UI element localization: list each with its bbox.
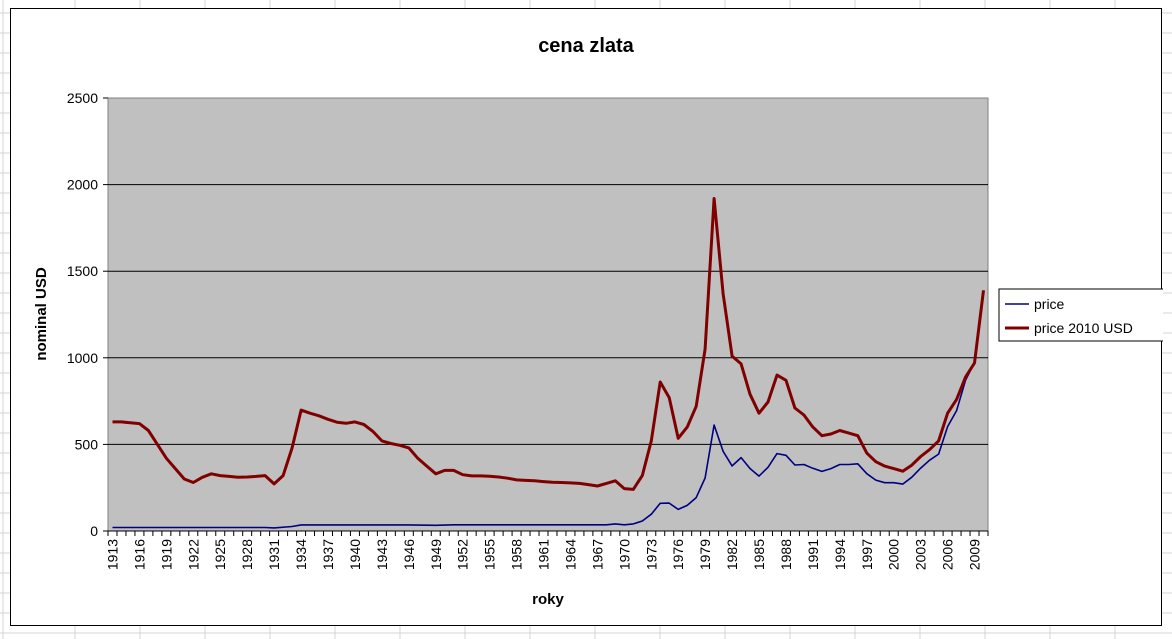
x-tick-label: 1997 [859,539,875,570]
x-tick-label: 1988 [778,539,794,570]
y-tick-label: 2000 [67,177,98,193]
x-tick-label: 2006 [940,539,956,570]
x-tick-label: 1991 [805,539,821,570]
legend[interactable]: price price 2010 USD [998,288,1163,342]
x-tick-label: 1913 [104,539,120,570]
legend-label: price 2010 USD [1034,320,1133,336]
y-axis-title: nominal USD [33,267,50,361]
x-tick-label: 1934 [293,539,309,570]
x-tick-label: 1925 [212,539,228,570]
x-tick-label: 1955 [482,539,498,570]
x-tick-label: 1931 [266,539,282,570]
y-tick-label: 0 [90,523,98,539]
x-tick-label: 1943 [374,539,390,570]
x-tick-label: 1958 [509,539,525,570]
x-tick-label: 1937 [320,539,336,570]
x-tick-label: 1985 [751,539,767,570]
x-tick-label: 2003 [913,539,929,570]
x-tick-label: 1928 [239,539,255,570]
chart-area[interactable]: cena zlata 0 500 1000 1500 2000 2500 1913 1916… [10,8,1163,626]
y-tick-label: 2500 [67,90,98,106]
x-tick-label: 1949 [428,539,444,570]
y-tick-label: 1000 [67,350,98,366]
x-axis: 1913 1916 1919 1922 1925 1928 1931 1934 1937 1940… [104,530,989,570]
series-lines [112,197,985,529]
y-gridlines [108,184,988,445]
x-tick-label: 1952 [455,539,471,570]
x-tick-label: 1916 [131,539,147,570]
x-tick-label: 1994 [832,539,848,570]
x-tick-label: 1919 [158,539,174,570]
x-tick-label: 1973 [643,539,659,570]
x-tick-label: 1976 [670,539,686,570]
plot-area [107,97,989,532]
x-tick-label: 1970 [616,539,632,570]
x-tick-label: 1964 [562,539,578,570]
x-tick-label: 1940 [347,539,363,570]
x-tick-label: 1946 [401,539,417,570]
chart-title: cena zlata [538,35,634,57]
x-tick-label: 1979 [697,539,713,570]
x-tick-label: 1961 [536,539,552,570]
x-tick-label: 1922 [185,539,201,570]
series-line [112,362,976,529]
x-tick-label: 1982 [724,539,740,570]
series-line [112,197,985,491]
y-axis: 0 500 1000 1500 2000 2500 [67,90,108,539]
line-chart: cena zlata 0 500 1000 1500 2000 2500 1913 1916… [33,35,1163,608]
y-tick-label: 500 [75,436,99,452]
x-tick-label: 2000 [886,539,902,570]
legend-box [998,288,1163,342]
x-tick-label: 1967 [589,539,605,570]
x-tick-label: 2009 [967,539,983,570]
legend-label: price [1034,296,1065,312]
x-axis-title: roky [532,591,564,608]
y-tick-label: 1500 [67,263,98,279]
